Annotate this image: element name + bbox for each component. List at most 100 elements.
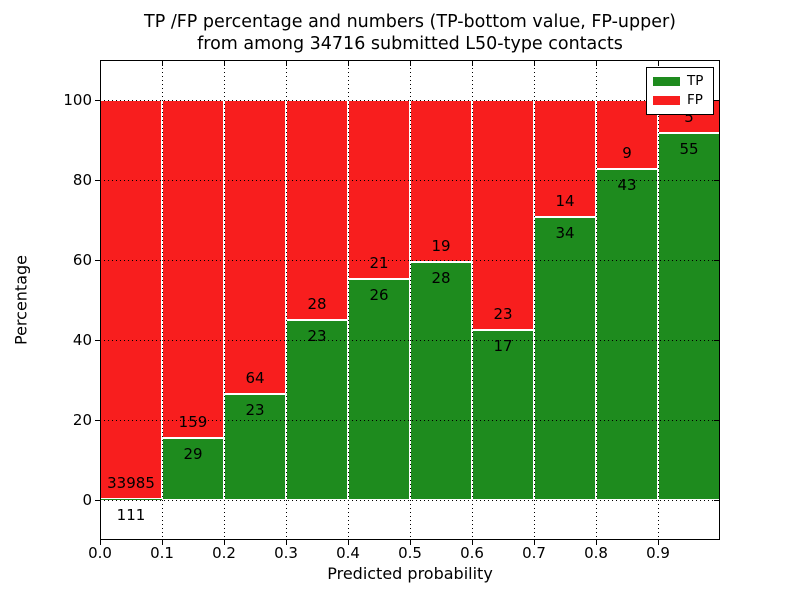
grid-line-vertical — [410, 60, 411, 540]
grid-line-horizontal — [100, 500, 720, 501]
fp-count-label: 159 — [178, 413, 208, 432]
legend-entry-fp: FP — [653, 91, 707, 110]
bar-fp-segment — [472, 100, 534, 330]
tp-count-label: 111 — [116, 505, 146, 524]
bar-tp-segment — [658, 133, 720, 500]
fp-count-label: 33985 — [107, 473, 155, 492]
grid-line-vertical — [286, 60, 287, 540]
tp-count-label: 23 — [245, 401, 265, 420]
tp-count-label: 26 — [369, 285, 389, 304]
grid-line-vertical — [534, 60, 535, 540]
axis-tick-right — [714, 100, 720, 101]
axis-tick-top — [286, 60, 287, 66]
x-tick-label: 0.4 — [336, 544, 360, 562]
x-tick-label: 0.3 — [274, 544, 298, 562]
x-tick-label: 0.8 — [584, 544, 608, 562]
fp-count-label: 19 — [431, 236, 451, 255]
x-tick-label: 0.7 — [522, 544, 546, 562]
legend-swatch-tp-icon — [653, 77, 680, 86]
tp-count-label: 43 — [617, 176, 637, 195]
axis-tick-left — [95, 500, 100, 501]
axis-tick-top — [534, 60, 535, 66]
axis-tick-top — [410, 60, 411, 66]
axis-tick-left — [95, 340, 100, 341]
axis-tick-bottom — [658, 540, 659, 545]
grid-line-vertical — [224, 60, 225, 540]
bar-tp-segment — [472, 330, 534, 500]
grid-line-horizontal — [100, 260, 720, 261]
axis-tick-left — [95, 260, 100, 261]
bar-tp-segment — [596, 169, 658, 500]
fp-count-label: 5 — [684, 108, 694, 127]
axis-tick-right — [714, 420, 720, 421]
bar-fp-segment — [224, 100, 286, 395]
axis-tick-left — [95, 180, 100, 181]
grid-line-vertical — [162, 60, 163, 540]
bar-tp-segment — [100, 498, 162, 500]
tp-count-label: 28 — [431, 268, 451, 287]
y-tick-label: 0 — [82, 491, 92, 509]
tp-count-label: 23 — [307, 326, 327, 345]
bar-tp-segment — [348, 278, 410, 500]
grid-line-horizontal — [100, 420, 720, 421]
grid-line-vertical — [472, 60, 473, 540]
y-tick-label: 80 — [72, 171, 92, 189]
chart-title-line-2: from among 34716 submitted L50-type cont… — [197, 34, 623, 54]
axis-tick-bottom — [286, 540, 287, 545]
axis-tick-top — [162, 60, 163, 66]
axis-tick-bottom — [100, 540, 101, 545]
tp-count-label: 29 — [183, 445, 203, 464]
y-tick-label: 60 — [72, 251, 92, 269]
bar-tp-segment — [224, 394, 286, 500]
axis-tick-right — [714, 180, 720, 181]
grid-line-horizontal — [100, 100, 720, 101]
bar-tp-segment — [286, 319, 348, 500]
grid-line-horizontal — [100, 180, 720, 181]
axis-tick-left — [95, 420, 100, 421]
axis-tick-bottom — [410, 540, 411, 545]
y-tick-label: 20 — [72, 411, 92, 429]
axis-tick-bottom — [472, 540, 473, 545]
fp-count-label: 64 — [245, 369, 265, 388]
x-axis-label: Predicted probability — [327, 564, 493, 583]
axis-tick-bottom — [596, 540, 597, 545]
plot-area: 33985 111 159 29 64 23 28 23 21 26 19 28 23 17 14 34 9 43… — [100, 60, 720, 540]
bar-tp-segment — [410, 261, 472, 500]
legend-label-tp: TP — [687, 73, 704, 89]
tp-count-label: 34 — [555, 223, 575, 242]
axis-tick-left — [95, 100, 100, 101]
grid-line-vertical — [348, 60, 349, 540]
axis-tick-bottom — [534, 540, 535, 545]
legend-label-fp: FP — [687, 92, 703, 108]
axis-tick-bottom — [162, 540, 163, 545]
y-tick-label: 100 — [63, 91, 92, 109]
fp-count-label: 23 — [493, 305, 513, 323]
x-tick-label: 0.2 — [212, 544, 236, 562]
fp-count-label: 9 — [622, 144, 632, 163]
axis-tick-right — [714, 260, 720, 261]
bar-fp-segment — [162, 100, 224, 439]
y-tick-label: 40 — [72, 331, 92, 349]
tp-count-label: 17 — [493, 337, 513, 355]
x-tick-label: 0.9 — [646, 544, 670, 562]
bar-fp-segment — [286, 100, 348, 320]
grid-line-horizontal — [100, 340, 720, 341]
axis-tick-top — [472, 60, 473, 66]
grid-line-vertical — [596, 60, 597, 540]
axis-tick-top — [596, 60, 597, 66]
fp-count-label: 28 — [307, 294, 327, 313]
legend-entry-tp: TP — [653, 72, 707, 91]
axis-tick-bottom — [348, 540, 349, 545]
axis-tick-bottom — [224, 540, 225, 545]
fp-count-label: 21 — [369, 253, 389, 272]
x-tick-label: 0.5 — [398, 544, 422, 562]
tp-count-label: 55 — [679, 140, 699, 159]
fp-count-label: 14 — [555, 191, 575, 210]
legend: TP FP — [646, 67, 714, 115]
y-axis-label: Percentage — [11, 255, 31, 346]
bar-fp-segment — [348, 100, 410, 279]
axis-tick-right — [714, 340, 720, 341]
x-tick-label: 0.1 — [150, 544, 174, 562]
x-tick-label: 0.6 — [460, 544, 484, 562]
